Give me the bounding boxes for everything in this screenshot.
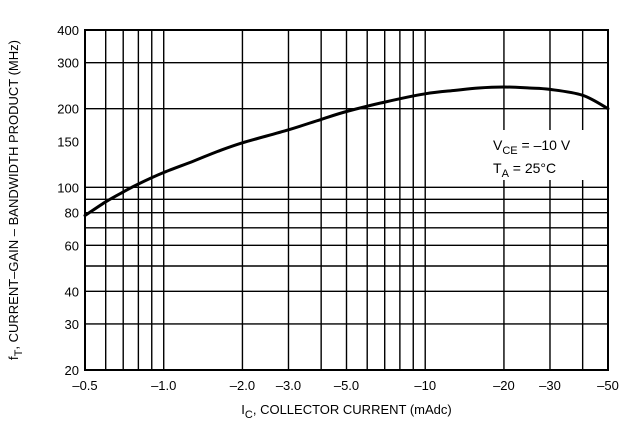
x-tick-label: –2.0: [230, 378, 255, 393]
y-tick-label: 200: [57, 102, 79, 117]
y-tick-label: 30: [65, 317, 79, 332]
y-tick-label: 80: [65, 206, 79, 221]
tick-labels: –0.5 –1.0 –2.0 –3.0 –5.0 –10 –20 –30 –50 20 30 40 60…: [57, 23, 619, 393]
x-tick-label: –5.0: [334, 378, 359, 393]
y-tick-label: 400: [57, 23, 79, 38]
x-tick-label: –0.5: [72, 378, 97, 393]
y-tick-label: 20: [65, 363, 79, 378]
annotation-ta: TA = 25°C: [493, 160, 556, 180]
y-axis-label: fT, CURRENT–GAIN – BANDWIDTH PRODUCT (MH…: [6, 40, 25, 360]
x-tick-label: –1.0: [151, 378, 176, 393]
grid: [84, 29, 609, 371]
y-tick-label: 60: [65, 238, 79, 253]
x-tick-label: –10: [414, 378, 436, 393]
y-tick-label: 300: [57, 56, 79, 71]
x-tick-label: –20: [493, 378, 515, 393]
x-tick-label: –30: [539, 378, 561, 393]
x-tick-label: –3.0: [276, 378, 301, 393]
series-line: [83, 85, 610, 217]
y-tick-label: 40: [65, 284, 79, 299]
plot-frame: [84, 29, 609, 371]
y-tick-label: 150: [57, 134, 79, 149]
annotation-background: [490, 130, 598, 180]
x-axis-label: IC, COLLECTOR CURRENT (mAdc): [241, 402, 451, 421]
annotation-vce: VCE = –10 V: [493, 137, 571, 157]
y-tick-label: 100: [57, 180, 79, 195]
x-tick-label: –50: [597, 378, 619, 393]
